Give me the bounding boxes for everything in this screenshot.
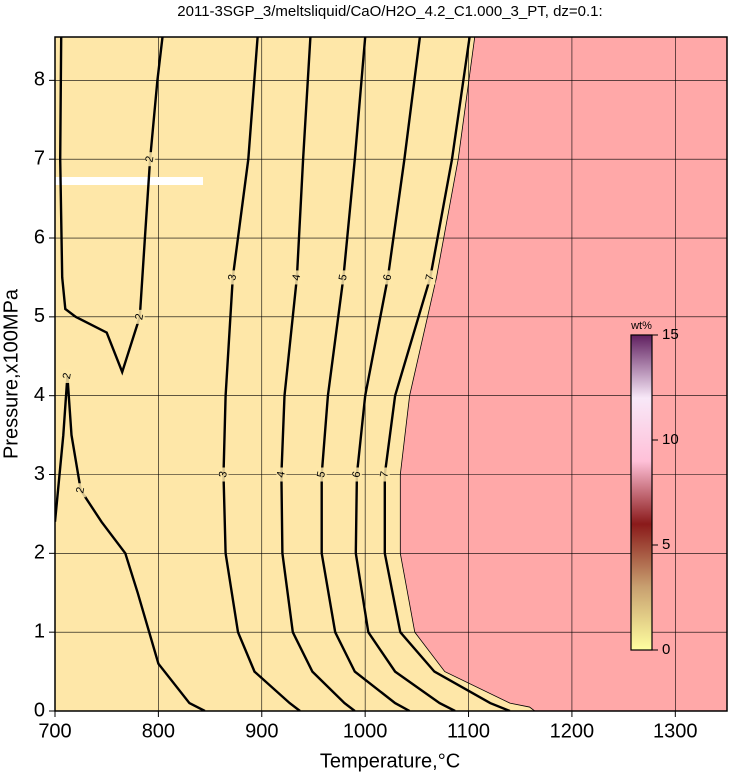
contour-label: 3 [217, 470, 230, 478]
y-tick-label: 6 [34, 226, 45, 248]
y-tick-label: 3 [34, 463, 45, 485]
contour-line [55, 375, 206, 711]
y-tick-label: 8 [34, 69, 45, 91]
colorbar-tick-label: 0 [662, 641, 670, 658]
contour-line [320, 37, 411, 711]
contour-label: 6 [350, 470, 363, 478]
colorbar [630, 334, 653, 651]
plot-area: 2 2 2 2 3 3 4 4 5 5 6 6 7 7 [55, 37, 727, 711]
contour-label: 4 [275, 470, 288, 478]
x-tick-label: 1300 [653, 720, 698, 742]
chart-title: 2011-3SGP_3/meltsliquid/CaO/H2O_4.2_C1.0… [177, 3, 602, 20]
contour-label: 4 [290, 273, 303, 281]
y-tick-label: 0 [34, 699, 45, 721]
contour-label: 2 [61, 372, 74, 380]
contour-line [280, 37, 356, 711]
y-tick-label: 2 [34, 542, 45, 564]
contour-line [222, 37, 301, 711]
contour-label: 2 [133, 313, 146, 321]
contour-label: 2 [74, 486, 87, 494]
contour-label: 6 [381, 273, 394, 281]
contour-label: 7 [424, 273, 437, 281]
masked-strip [55, 177, 203, 185]
colorbar-label: wt% [630, 320, 652, 332]
x-tick-label: 1200 [550, 720, 595, 742]
contour-line [354, 37, 456, 711]
contour-label: 7 [378, 470, 391, 478]
y-tick-label: 7 [34, 147, 45, 169]
y-tick-label: 1 [34, 620, 45, 642]
y-axis-label: Pressure,x100MPa [0, 288, 22, 459]
y-tick-label: 4 [34, 384, 45, 406]
contour-label: 5 [315, 470, 328, 478]
colorbar-tick-label: 10 [662, 431, 679, 448]
colorbar-tick-label: 5 [662, 536, 670, 553]
y-tick-label: 5 [34, 305, 45, 327]
colorbar-tick-label: 15 [662, 326, 679, 343]
contour-label: 3 [226, 273, 239, 281]
x-tick-label: 900 [245, 720, 278, 742]
contour-label: 2 [144, 155, 157, 163]
x-tick-label: 1100 [447, 720, 490, 742]
x-tick-label: 800 [142, 720, 175, 742]
x-tick-label: 1000 [343, 720, 388, 742]
contour-line [58, 37, 164, 376]
contour-line [383, 37, 511, 711]
x-axis-label: Temperature,°C [320, 750, 460, 772]
contour-label: 5 [337, 273, 350, 281]
plot-frame [54, 36, 728, 712]
x-tick-label: 700 [38, 720, 71, 742]
